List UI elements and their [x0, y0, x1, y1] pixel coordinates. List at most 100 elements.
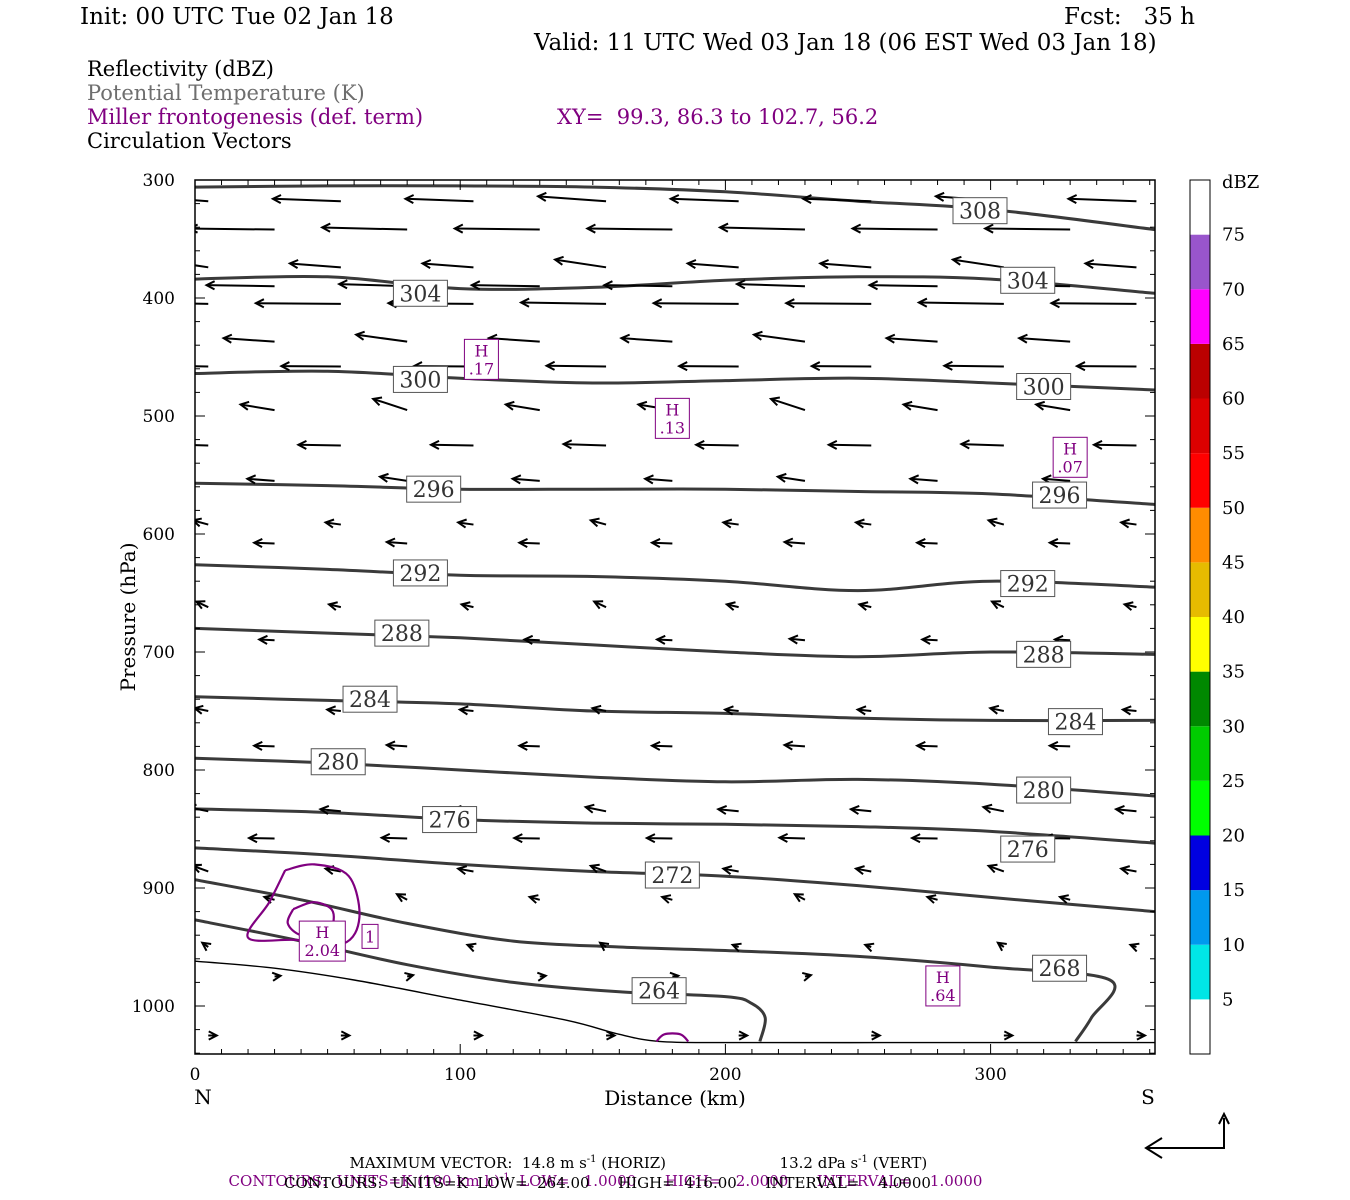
- legend-vectors: Circulation Vectors: [87, 129, 292, 153]
- colorbar-label: 40: [1222, 607, 1245, 628]
- vector-shaft: [1035, 403, 1071, 412]
- vector-head: [377, 472, 389, 483]
- vector-shaft: [983, 806, 1005, 813]
- vector-head: [602, 280, 613, 291]
- vector-shaft: [537, 195, 607, 203]
- theta-label-box: [1047, 708, 1103, 736]
- contours-purple-a: CONTOURS: UNITS=K (100 km h): [228, 1172, 500, 1190]
- circulation-vector: [642, 474, 673, 485]
- vector-shaft: [590, 519, 607, 526]
- circulation-vector: [721, 865, 739, 875]
- theta-label-288-0: 288: [374, 619, 430, 647]
- circulation-vector: [606, 1030, 617, 1041]
- circulation-vector: [986, 863, 1005, 874]
- colorbar-segment: [1190, 671, 1210, 727]
- circulation-vector: [942, 360, 1004, 371]
- vector-shaft: [1121, 521, 1137, 526]
- vector-shaft: [696, 443, 739, 447]
- frontogenesis-high-0: H.17: [463, 338, 499, 380]
- vector-head: [792, 893, 804, 903]
- circulation-vector: [204, 280, 275, 291]
- vector-head: [775, 472, 787, 483]
- vector-shaft: [961, 443, 1004, 447]
- vector-shaft: [587, 227, 673, 231]
- vector-shaft: [1042, 477, 1071, 482]
- frontogenesis-high-box: [298, 920, 346, 962]
- vector-head: [326, 601, 338, 611]
- circulation-vector: [1057, 894, 1071, 904]
- theta-label-text: 300: [399, 368, 441, 393]
- circulation-vector: [782, 537, 806, 548]
- max-vector-exp: -1: [586, 1154, 597, 1165]
- circulation-vector: [654, 634, 673, 645]
- vector-shaft: [886, 337, 938, 343]
- vector-shaft: [356, 333, 408, 343]
- theta-contour-300: [195, 369, 1155, 392]
- frontogenesis-high-label: H: [474, 341, 488, 360]
- vector-head: [914, 538, 926, 548]
- vector-head: [914, 740, 926, 751]
- circulation-vector: [340, 1030, 352, 1041]
- vector-shaft: [922, 638, 938, 642]
- theta-label-box: [1016, 640, 1072, 668]
- vector-shaft: [918, 301, 1004, 305]
- theta-label-text: 284: [349, 688, 391, 713]
- circulation-vector: [455, 518, 474, 529]
- circulation-vector: [379, 832, 408, 843]
- colorbar-segment: [1190, 726, 1210, 781]
- vector-head: [166, 440, 174, 448]
- vector-head: [379, 832, 391, 843]
- theta-label-276-1: 276: [1000, 835, 1056, 863]
- circulation-vector: [644, 833, 673, 844]
- circulation-vector: [1083, 259, 1137, 270]
- vector-shaft: [322, 226, 408, 231]
- vector-shaft: [546, 364, 607, 368]
- vector-head: [1066, 194, 1078, 205]
- vector-head: [730, 942, 742, 953]
- vector-head: [204, 280, 216, 291]
- circulation-vector: [916, 297, 1004, 308]
- vector-head: [561, 439, 573, 450]
- vector-shaft: [195, 199, 209, 203]
- vector-head: [867, 280, 879, 291]
- footer-contours-purple: CONTOURS: UNITS=K (100 km h)-1 LOW= 1.00…: [219, 1158, 983, 1190]
- vector-shaft: [988, 519, 1005, 526]
- circulation-vector: [925, 894, 938, 904]
- circulation-vector: [775, 472, 806, 483]
- circulation-vector: [325, 705, 341, 716]
- vector-shaft: [563, 443, 607, 447]
- y-tick-label: 600: [143, 525, 175, 545]
- circulation-vector: [855, 705, 872, 716]
- circulation-vector: [801, 971, 814, 982]
- vector-head: [251, 740, 263, 751]
- circulation-vector: [1033, 400, 1071, 412]
- theta-label-box: [1032, 481, 1088, 509]
- circulation-vector: [598, 941, 610, 952]
- cross-section-xy: XY= 99.3, 86.3 to 102.7, 56.2: [557, 105, 879, 129]
- circulation-vector: [512, 833, 540, 844]
- vector-head: [522, 634, 534, 645]
- theta-label-box: [422, 806, 478, 834]
- orientation-arrow-shaft: [1146, 1118, 1225, 1149]
- vector-shaft: [195, 264, 209, 269]
- colorbar-label: 45: [1222, 552, 1245, 573]
- circulation-vector: [914, 740, 938, 751]
- circulation-vector: [544, 360, 607, 371]
- circulation-vector: [195, 223, 275, 234]
- vector-shaft: [195, 365, 209, 368]
- vert-text: 13.2 dPa s: [779, 1154, 859, 1172]
- theta-label-text: 300: [1023, 376, 1065, 401]
- vector-head: [916, 297, 928, 308]
- vector-shaft: [325, 867, 342, 873]
- vector-head: [384, 740, 396, 751]
- circulation-vector: [826, 439, 872, 450]
- vector-head: [246, 833, 258, 844]
- vector-shaft: [784, 744, 806, 748]
- vector-shaft: [651, 744, 673, 748]
- circulation-vector: [660, 894, 673, 904]
- vector-shaft: [458, 521, 474, 526]
- circulation-vector: [318, 805, 341, 815]
- circulation-vector: [271, 971, 283, 982]
- theta-label-276-0: 276: [422, 806, 478, 834]
